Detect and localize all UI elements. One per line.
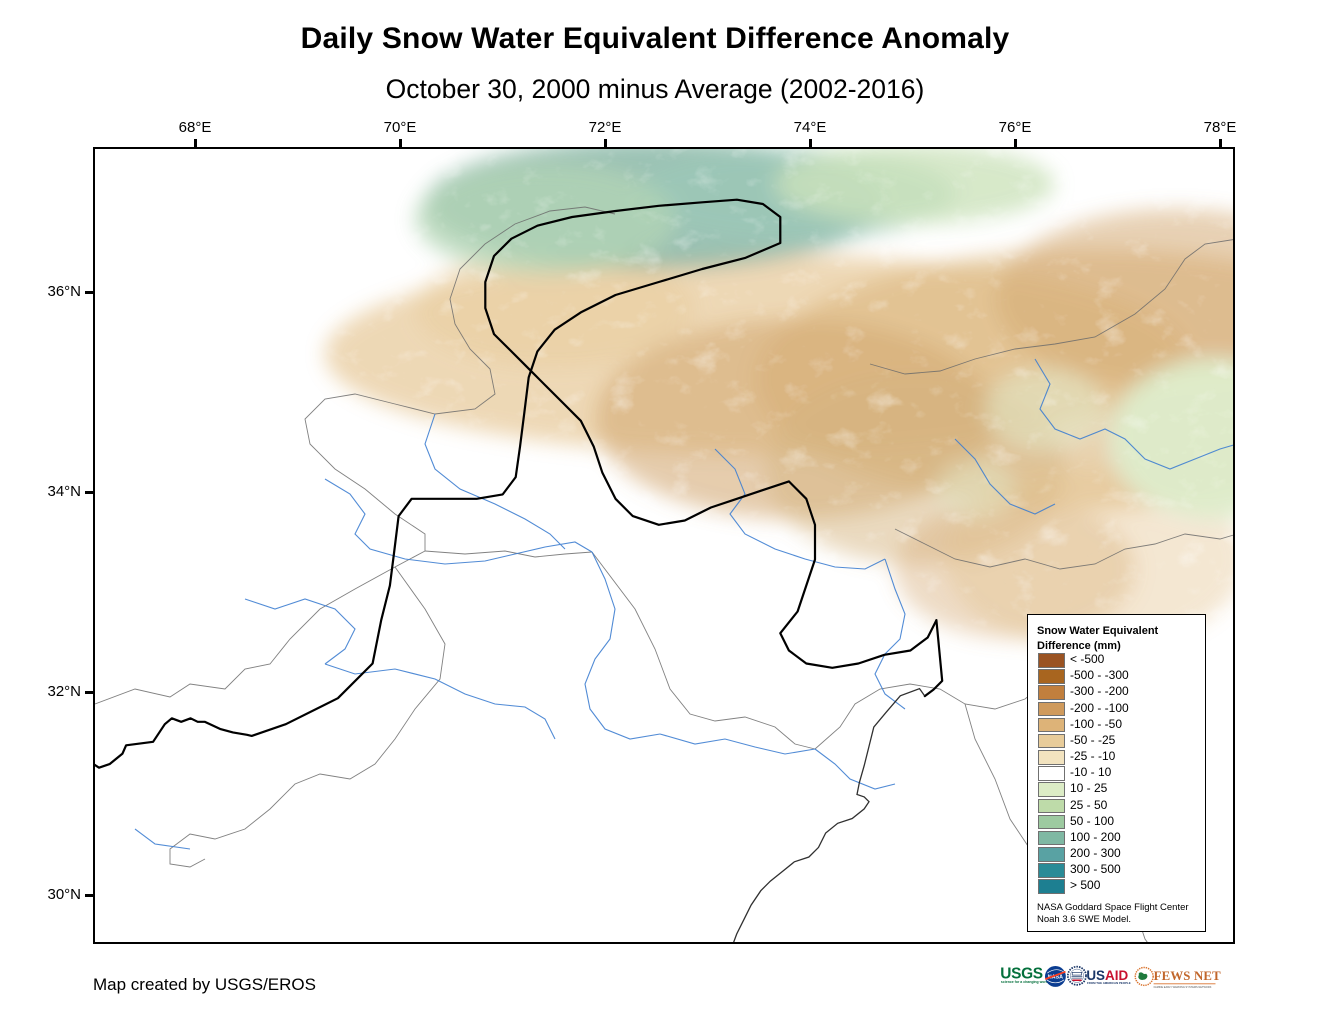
svg-text:science for a changing world: science for a changing world [1001, 980, 1049, 984]
svg-text:FEWS NET: FEWS NET [1154, 969, 1222, 983]
svg-text:FROM THE AMERICAN PEOPLE: FROM THE AMERICAN PEOPLE [1087, 981, 1131, 985]
svg-text:FAMINE EARLY WARNING SYSTEMS N: FAMINE EARLY WARNING SYSTEMS NETWORK [1154, 985, 1212, 989]
